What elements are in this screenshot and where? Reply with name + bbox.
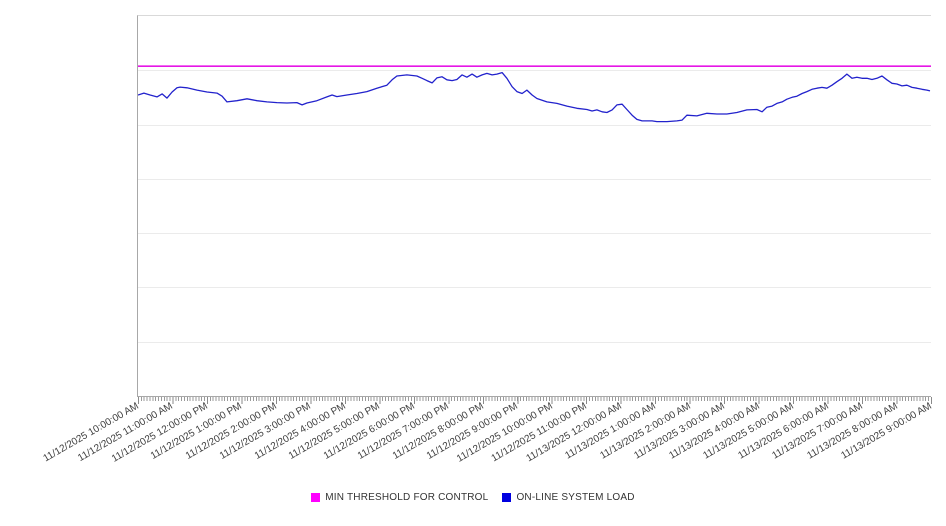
gridline (138, 341, 931, 343)
legend-item-system-load: ON-LINE SYSTEM LOAD (502, 492, 635, 503)
legend-swatch-system-load-icon (502, 493, 512, 502)
gridline (138, 287, 931, 289)
legend-item-min-threshold: MIN THRESHOLD FOR CONTROL (311, 492, 488, 503)
legend-swatch-threshold-icon (311, 493, 321, 502)
x-axis-hour-ticks (138, 397, 932, 404)
gridline (138, 70, 931, 72)
line-chart (138, 65, 931, 123)
series-line (138, 71, 931, 123)
chart-plot-area (137, 15, 931, 397)
gridline (138, 178, 931, 180)
legend-label-min-threshold: MIN THRESHOLD FOR CONTROL (325, 492, 489, 503)
legend: MIN THRESHOLD FOR CONTROL ON-LINE SYSTEM… (0, 492, 946, 503)
gridline (138, 124, 931, 126)
gridline (138, 233, 931, 235)
legend-label-system-load: ON-LINE SYSTEM LOAD (516, 492, 635, 503)
